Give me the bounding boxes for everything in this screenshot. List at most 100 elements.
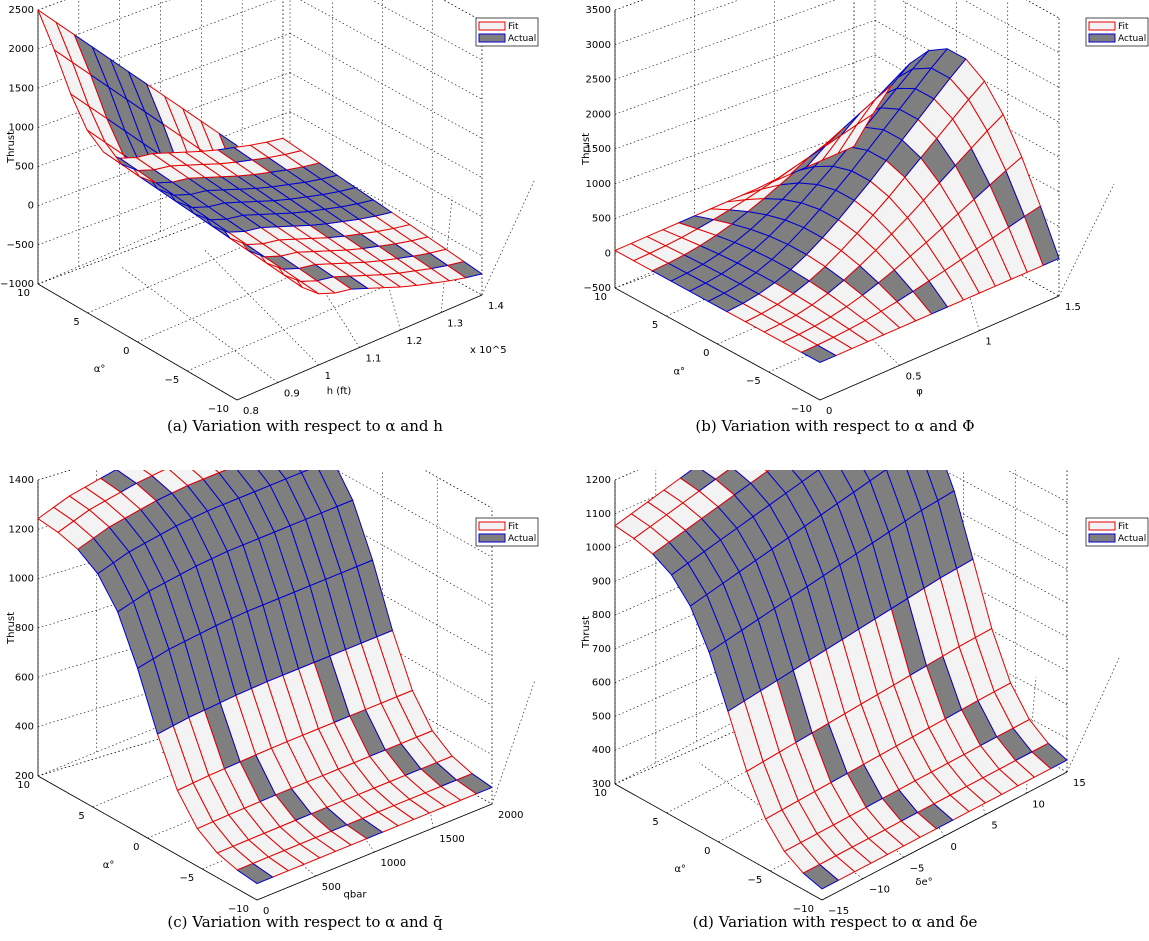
chart-a: 2500 2000 1500 1000 500 0 −500 −1000 0.8 0.9 1 1.1 1…: [0, 0, 539, 435]
x-tick-label: 1: [325, 371, 331, 382]
y-axis-line: [37, 775, 258, 901]
legend-fit-label: Fit: [1118, 22, 1129, 32]
xgrid-floor: [203, 248, 319, 366]
y-tick-label: 0: [123, 346, 129, 357]
ygrid-floor: [137, 236, 383, 343]
xgrid-floor: [440, 196, 453, 313]
zgrid-left: [37, 0, 171, 50]
x-tick-label: −10: [869, 885, 890, 896]
z-tick-label: 0: [28, 201, 34, 212]
actual-surface-cell: [791, 470, 819, 483]
actual-surface-cell: [926, 470, 955, 502]
y-axis-label: α°: [673, 366, 685, 377]
x-axis-line: [821, 771, 1068, 901]
top-edge-back-left: [614, 0, 644, 11]
z-tick-label: 1100: [586, 509, 611, 520]
z-axis-label: Thrust: [6, 131, 17, 164]
zgrid-right: [299, 0, 483, 100]
x-tick-label: 0: [263, 906, 269, 917]
y-tick-label: −5: [180, 873, 195, 884]
legend-actual-swatch: [1088, 533, 1116, 543]
y-tick-label: −5: [748, 875, 763, 886]
legend-actual-label: Actual: [1118, 534, 1146, 544]
legend-fit-swatch: [1088, 21, 1116, 31]
x-axis-line: [236, 294, 483, 401]
legend-actual-swatch: [1088, 33, 1116, 43]
z-tick-label: 500: [592, 711, 611, 722]
z-tick-label: 3000: [586, 40, 611, 51]
z-tick-label: 1000: [586, 543, 611, 554]
x-tick-label: 1000: [381, 858, 406, 869]
x-axis-line: [256, 803, 493, 901]
xgrid-floor: [1058, 183, 1115, 297]
actual-surface-cell: [840, 470, 871, 493]
legend-fit-label: Fit: [508, 22, 519, 32]
legend-fit-swatch: [478, 21, 506, 31]
x-tick-label: 1: [985, 337, 991, 348]
xgrid-floor: [1066, 655, 1121, 773]
zgrid-left: [614, 19, 876, 115]
z-tick-label: 1200: [586, 475, 611, 486]
y-tick-label: 10: [17, 288, 30, 299]
y-tick-label: −10: [228, 904, 249, 915]
fit-surface-cell: [142, 470, 165, 477]
legend-actual-label: Actual: [1118, 34, 1146, 44]
chart-c: 1400120010008006004002000500100015002000…: [6, 470, 539, 931]
zgrid-right: [289, 111, 483, 217]
z-tick-label: 1000: [586, 179, 611, 190]
x-tick-label: −5: [910, 863, 925, 874]
z-tick-label: 700: [592, 644, 611, 655]
y-axis-label: α°: [103, 860, 115, 871]
zgrid-right: [942, 470, 1068, 536]
panel-a: 2500 2000 1500 1000 500 0 −500 −1000 0.8 0.9 1 1.1 1…: [0, 0, 574, 470]
fit-surface-cell: [614, 513, 651, 539]
legend-actual-label: Actual: [508, 534, 536, 544]
caption-a: (a) Variation with respect to α and h: [167, 417, 443, 435]
z-tick-label: 1000: [9, 574, 34, 585]
z-tick-label: −500: [7, 240, 34, 251]
y-tick-label: 10: [594, 788, 607, 799]
x-tick-label: 0.5: [906, 371, 922, 382]
zgrid-right: [289, 33, 483, 139]
y-tick-label: 10: [594, 292, 607, 303]
zgrid-left: [614, 0, 644, 11]
caption-c: (c) Variation with respect to α and q̄: [167, 913, 443, 931]
x-axis-label: φ: [916, 386, 923, 397]
zgrid-right: [289, 72, 483, 178]
z-tick-label: 600: [15, 672, 34, 683]
z-tick-label: 1200: [9, 524, 34, 535]
x-tick-label: 0: [951, 842, 957, 853]
z-tick-label: 200: [15, 771, 34, 782]
zgrid-right: [1006, 470, 1068, 503]
z-tick-label: 400: [592, 745, 611, 756]
fit-surface-cell: [37, 9, 73, 63]
zgrid-left: [614, 0, 836, 80]
x-tick-label: 10: [1032, 799, 1045, 810]
chart-d: 120011001000900800700600500400300−15−10−…: [581, 470, 1149, 931]
x-tick-label: 0.9: [284, 389, 300, 400]
z-tick-label: 3500: [586, 5, 611, 16]
z-tick-label: 500: [592, 214, 611, 225]
legend-fit-swatch: [1088, 521, 1116, 531]
y-tick-label: 5: [78, 811, 84, 822]
ygrid-floor: [37, 178, 284, 285]
zgrid-right: [1025, 0, 1060, 19]
xgrid-floor: [120, 266, 279, 383]
legend-fit-label: Fit: [1118, 522, 1129, 532]
xgrid-floor: [1025, 677, 1037, 794]
fit-surface-cell: [191, 470, 220, 480]
y-tick-label: 0: [703, 348, 709, 359]
caption-b: (b) Variation with respect to α and Φ: [695, 417, 974, 435]
x-tick-label: 5: [991, 821, 997, 832]
x-tick-label: 500: [322, 882, 341, 893]
x-axis-label: qbar: [344, 890, 368, 901]
caption-d: (d) Variation with respect to α and δe: [693, 913, 978, 931]
ygrid-floor: [87, 207, 333, 314]
x-tick-label: 0: [826, 406, 832, 417]
zgrid-left: [37, 72, 291, 167]
z-tick-label: 1500: [586, 144, 611, 155]
actual-surface-cell: [863, 470, 887, 482]
y-tick-label: −10: [208, 404, 229, 415]
y-tick-label: 5: [73, 317, 79, 328]
zgrid-right: [900, 0, 1060, 88]
